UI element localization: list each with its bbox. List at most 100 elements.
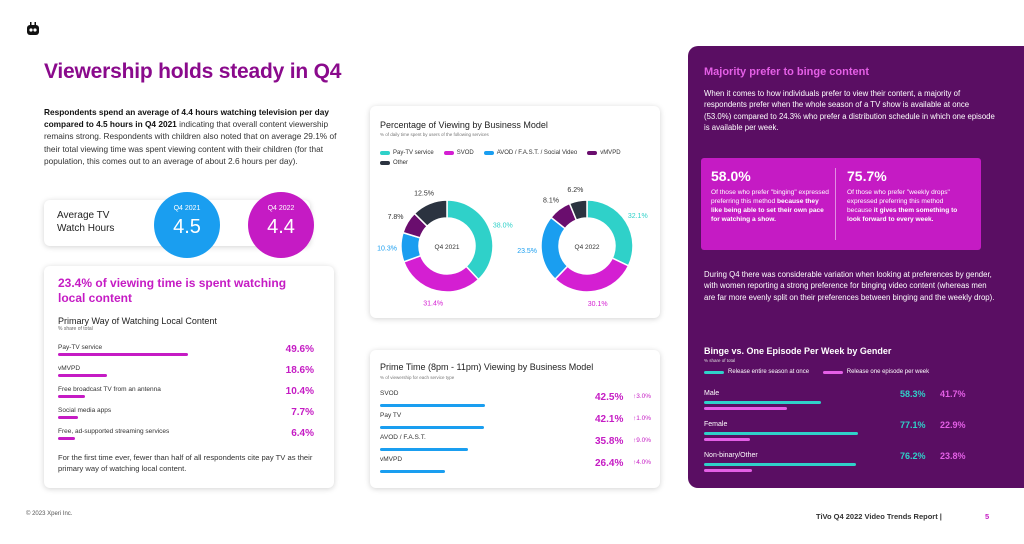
prime-row-label: Pay TV (380, 412, 402, 419)
binge-row-bar-weekly (704, 407, 788, 410)
donut-label: 10.3% (377, 246, 397, 253)
local-row-bar (58, 416, 79, 419)
local-headline: 23.4% of viewing time is spent watching … (58, 276, 287, 305)
donut-title: Percentage of Viewing by Business Model (380, 120, 548, 130)
binge-row: Non-binary/Other 76.2% 23.8% (704, 451, 994, 478)
binge-row-value-weekly: 23.8% (940, 451, 966, 461)
donut-label: 7.8% (388, 214, 404, 221)
local-row-value: 18.6% (285, 365, 314, 376)
local-row-value: 7.7% (291, 407, 314, 418)
donut-note: % of daily time spent by users of the fo… (380, 132, 489, 137)
legend-item: SVOD (443, 150, 474, 156)
q4-2022-year: Q4 2022 (267, 205, 295, 212)
legend-item: vMVPD (587, 150, 621, 156)
binge-legend: Release entire season at once Release on… (704, 369, 941, 376)
binge-row-label: Female (704, 421, 728, 428)
prime-title: Prime Time (8pm - 11pm) Viewing by Busin… (380, 362, 594, 372)
tivo-logo-icon (27, 22, 39, 35)
stat-binging: 58.0% Of those who prefer "binging" expr… (711, 168, 829, 224)
donut-center-label: Q4 2021 (435, 244, 460, 251)
binge-chart-note: % share of total (704, 358, 736, 363)
local-note: % share of total (58, 326, 93, 332)
prime-row-bar (380, 404, 485, 407)
page-number: 5 (985, 512, 990, 521)
prime-row: SVOD 42.5% ↑3.0% (380, 390, 655, 412)
local-row: Free, ad-supported streaming services 6.4… (58, 428, 328, 448)
q4-2021-value: 4.5 (173, 216, 201, 238)
prime-row: Pay TV 42.1% ↑1.0% (380, 412, 655, 434)
binge-heading: Majority prefer to binge content (704, 66, 870, 78)
prime-row-change: ↑3.0% (633, 393, 652, 400)
prime-row-label: vMVPD (380, 456, 403, 463)
local-row-label: Free, ad-supported streaming services (58, 428, 170, 435)
prime-time-card: Prime Time (8pm - 11pm) Viewing by Busin… (370, 350, 660, 488)
binge-row-bar-weekly (704, 469, 752, 472)
local-row-bar (58, 437, 75, 440)
legend-item: Pay-TV service (380, 150, 434, 156)
prime-row-label: SVOD (380, 390, 399, 397)
donut-slice (446, 199, 494, 281)
page-title: Viewership holds steady in Q4 (44, 60, 342, 83)
avg-watch-label: Average TV Watch Hours (57, 210, 115, 234)
stat-divider (835, 168, 836, 240)
prime-row-bar (380, 426, 484, 429)
stat-binging-value: 58.0% (711, 168, 751, 184)
binge-row-bar-season (704, 432, 859, 435)
donut-slice (554, 257, 630, 293)
stat-binging-desc: Of those who prefer "binging" expressed … (711, 189, 829, 223)
donut-label: 23.5% (517, 248, 537, 255)
local-row-bar (58, 395, 86, 398)
local-row-value: 6.4% (291, 428, 314, 439)
prime-row-bar (380, 448, 469, 451)
donut-slice (413, 199, 448, 228)
binge-row-value-season: 77.1% (900, 420, 926, 430)
binge-text-2: During Q4 there was considerable variati… (704, 270, 995, 302)
binge-row-label: Non-binary/Other (704, 452, 758, 459)
prime-row-bar (380, 470, 446, 473)
binge-text-1: When it comes to how individuals prefer … (704, 89, 995, 133)
q4-2021-year: Q4 2021 (173, 205, 201, 212)
prime-row: vMVPD 26.4% ↑4.0% (380, 456, 655, 478)
binge-row-bar-weekly (704, 438, 750, 441)
binge-row: Male 58.3% 41.7% (704, 389, 994, 416)
local-content-card: 23.4% of viewing time is spent watching … (44, 266, 334, 488)
donut-slice (568, 199, 588, 222)
donut-label: 6.2% (567, 187, 583, 194)
donut-center-label: Q4 2022 (575, 244, 600, 251)
local-row-bar (58, 353, 188, 356)
local-row: vMVPD 18.6% (58, 365, 328, 385)
intro-paragraph: Respondents spend an average of 4.4 hour… (44, 106, 344, 167)
prime-row-change: ↑4.0% (633, 459, 652, 466)
binge-row-value-season: 76.2% (900, 451, 926, 461)
donut-legend: Pay-TV service SVOD AVOD / F.A.S.T. / Soci… (380, 150, 650, 170)
prime-row-change: ↑9.0% (633, 437, 652, 444)
binge-row-label: Male (704, 390, 720, 397)
local-row-value: 10.4% (285, 386, 314, 397)
prime-row-label: AVOD / F.A.S.T. (380, 434, 426, 441)
local-subtitle: Primary Way of Watching Local Content (58, 316, 217, 326)
donut-label: 30.1% (588, 301, 608, 308)
binge-chart-title: Binge vs. One Episode Per Week by Gender (704, 346, 892, 356)
local-row-bar (58, 374, 107, 377)
donut-slice (586, 199, 634, 267)
business-model-donut-card: Percentage of Viewing by Business Model … (370, 106, 660, 318)
binge-stat-box: 58.0% Of those who prefer "binging" expr… (701, 158, 981, 250)
local-row: Social media apps 7.7% (58, 407, 328, 427)
local-row-label: vMVPD (58, 365, 81, 372)
intro-rest: indicating that overall content viewersh… (44, 119, 337, 166)
q4-2022-bubble: Q4 2022 4.4 (248, 192, 314, 258)
prime-row-value: 42.5% (595, 392, 624, 403)
prime-row-change: ↑1.0% (633, 415, 652, 422)
donut-label: 31.4% (423, 300, 443, 307)
donut-label: 38.0% (493, 223, 513, 230)
q4-2022-value: 4.4 (267, 216, 295, 238)
stat-weekly-value: 75.7% (847, 168, 887, 184)
local-row-label: Social media apps (58, 407, 112, 414)
binge-row-bar-season (704, 463, 857, 466)
copyright: © 2023 Xperi Inc. (26, 511, 73, 517)
prime-note: % of viewership for each service type (380, 375, 455, 380)
donut-slice (402, 254, 480, 293)
donut-label: 8.1% (543, 198, 559, 205)
legend-item: Other (380, 160, 408, 166)
stat-weekly: 75.7% Of those who prefer "weekly drops"… (847, 168, 965, 224)
